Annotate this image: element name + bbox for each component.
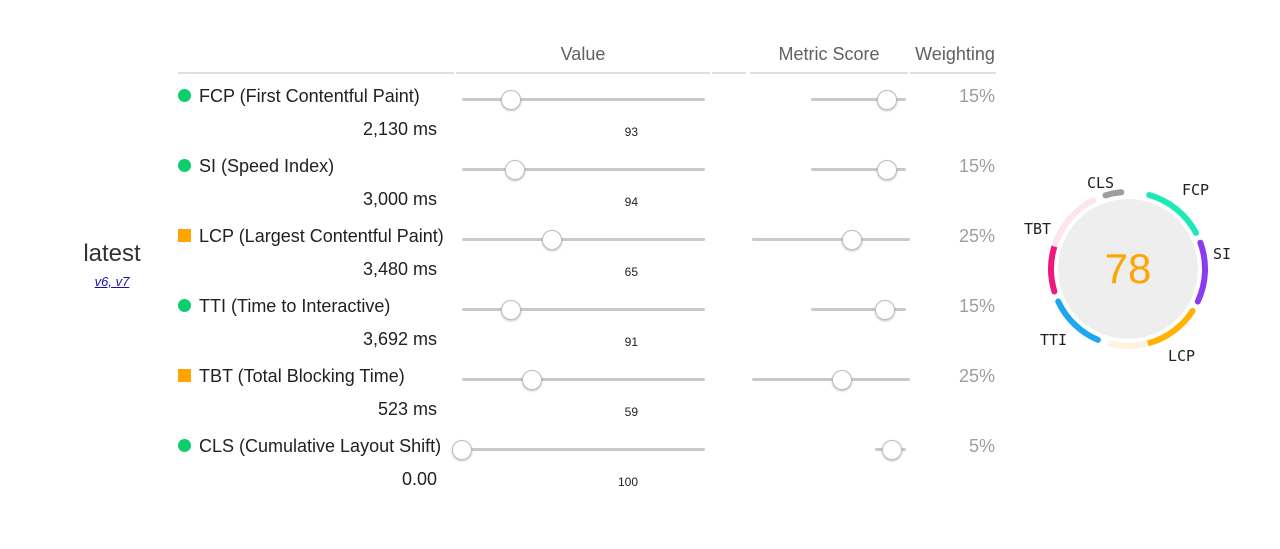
gauge-segment-lcp [1144, 307, 1196, 347]
score-slider[interactable] [752, 370, 910, 390]
metric-name: FCP (First Contentful Paint) [178, 86, 420, 107]
metric-row: SI (Speed Index) 3,000 ms 94 15% [0, 156, 1010, 238]
metric-score: 65 [624, 265, 638, 279]
value-slider-thumb[interactable] [541, 230, 562, 250]
value-slider[interactable] [462, 300, 705, 320]
metric-status-indicator [178, 229, 191, 242]
gauge-segment-si [1194, 239, 1209, 305]
metric-value: 3,480 ms [362, 259, 437, 279]
metric-name-label: SI (Speed Index) [199, 156, 335, 176]
gauge-label-si: SI [1213, 245, 1231, 263]
metric-name-label: FCP (First Contentful Paint) [199, 86, 420, 106]
gauge-segment-fcp [1146, 192, 1199, 236]
metric-value: 3,692 ms [362, 329, 437, 349]
score-slider[interactable] [811, 90, 906, 110]
metric-weight: 15% [958, 86, 995, 106]
value-slider-thumb[interactable] [500, 300, 521, 320]
metric-value: 3,000 ms [362, 189, 437, 209]
header-divider [910, 72, 996, 74]
metric-score: 94 [624, 195, 638, 209]
value-slider[interactable] [462, 230, 705, 250]
score-slider[interactable] [811, 160, 906, 180]
score-slider[interactable] [811, 300, 906, 320]
metric-name: SI (Speed Index) [178, 156, 334, 177]
score-slider-thumb[interactable] [841, 230, 862, 250]
metric-weight: 25% [958, 226, 995, 246]
performance-gauge: 78 FCP SI LCP TTI TBT CLS [1020, 165, 1240, 375]
value-slider[interactable] [462, 160, 705, 180]
metric-name-label: TTI (Time to Interactive) [199, 296, 391, 316]
metric-score: 91 [624, 335, 638, 349]
metric-name: TBT (Total Blocking Time) [178, 366, 405, 387]
metric-weight: 15% [958, 156, 995, 176]
score-slider[interactable] [875, 440, 906, 460]
metric-name-label: LCP (Largest Contentful Paint) [199, 226, 444, 246]
header-metric-score: Metric Score [778, 44, 880, 64]
score-slider-thumb[interactable] [877, 160, 897, 180]
value-slider[interactable] [452, 440, 705, 460]
metric-row: TBT (Total Blocking Time) 523 ms 59 25% [0, 366, 1010, 448]
metric-value: 523 ms [377, 399, 437, 419]
metric-name: CLS (Cumulative Layout Shift) [178, 436, 441, 457]
gauge-segment-cls [1102, 189, 1125, 199]
gauge-label-tbt: TBT [1024, 220, 1051, 238]
metric-row: FCP (First Contentful Paint) 2,130 ms 93 15… [0, 86, 1010, 168]
score-slider-thumb[interactable] [882, 440, 903, 460]
metric-status-indicator [178, 369, 191, 382]
gauge-label-cls: CLS [1087, 174, 1114, 192]
metric-row: TTI (Time to Interactive) 3,692 ms 91 15% [0, 296, 1010, 378]
metric-status-indicator [178, 299, 191, 312]
metric-row: CLS (Cumulative Layout Shift) 0.00 100 5% [0, 436, 1010, 518]
value-slider-thumb[interactable] [522, 370, 543, 390]
metric-status-indicator [178, 89, 191, 102]
metric-value: 2,130 ms [362, 119, 437, 139]
gauge-svg: 78 FCP SI LCP TTI TBT CLS [1024, 174, 1231, 365]
metric-weight: 25% [958, 366, 995, 386]
metric-row: LCP (Largest Contentful Paint) 3,480 ms 65… [0, 226, 1010, 308]
metric-name: LCP (Largest Contentful Paint) [178, 226, 444, 247]
value-slider[interactable] [462, 90, 705, 110]
metric-name: TTI (Time to Interactive) [178, 296, 390, 317]
gauge-label-lcp: LCP [1168, 347, 1195, 365]
score-slider[interactable] [752, 230, 910, 250]
header-divider [178, 72, 454, 74]
gauge-label-fcp: FCP [1182, 181, 1209, 199]
score-slider-thumb[interactable] [877, 90, 897, 110]
gauge-label-tti: TTI [1040, 331, 1067, 349]
header-weighting: Weighting [915, 44, 995, 64]
header-divider [712, 72, 746, 74]
value-slider-thumb[interactable] [452, 440, 472, 460]
metric-score: 93 [624, 125, 638, 139]
header-value: Value [560, 44, 606, 64]
value-slider[interactable] [462, 370, 705, 390]
header-divider [456, 72, 710, 74]
metric-score: 59 [624, 405, 638, 419]
gauge-face [1058, 199, 1198, 339]
metric-weight: 15% [958, 296, 995, 316]
score-slider-thumb[interactable] [832, 370, 853, 390]
gauge-segment-tti [1055, 298, 1101, 343]
gauge-segment-tbt [1048, 243, 1058, 295]
metric-status-indicator [178, 159, 191, 172]
metric-weight: 5% [968, 436, 995, 456]
version-link[interactable]: v6, v7 [94, 274, 130, 289]
version-label: latest [83, 240, 141, 267]
version-block: latest v6, v7 [72, 240, 152, 289]
value-slider-thumb[interactable] [505, 160, 526, 180]
gauge-segment-lcp-remainder [1107, 340, 1149, 350]
gauge-segment-tbt-remainder [1051, 196, 1097, 248]
gauge-score: 78 [1105, 245, 1152, 292]
metric-name-label: CLS (Cumulative Layout Shift) [199, 436, 442, 456]
score-slider-thumb[interactable] [875, 300, 896, 320]
value-slider-thumb[interactable] [500, 90, 521, 110]
metric-score: 100 [617, 475, 638, 489]
metric-value: 0.00 [401, 469, 437, 489]
header-divider [750, 72, 908, 74]
metric-name-label: TBT (Total Blocking Time) [199, 366, 405, 386]
metric-status-indicator [178, 439, 191, 452]
